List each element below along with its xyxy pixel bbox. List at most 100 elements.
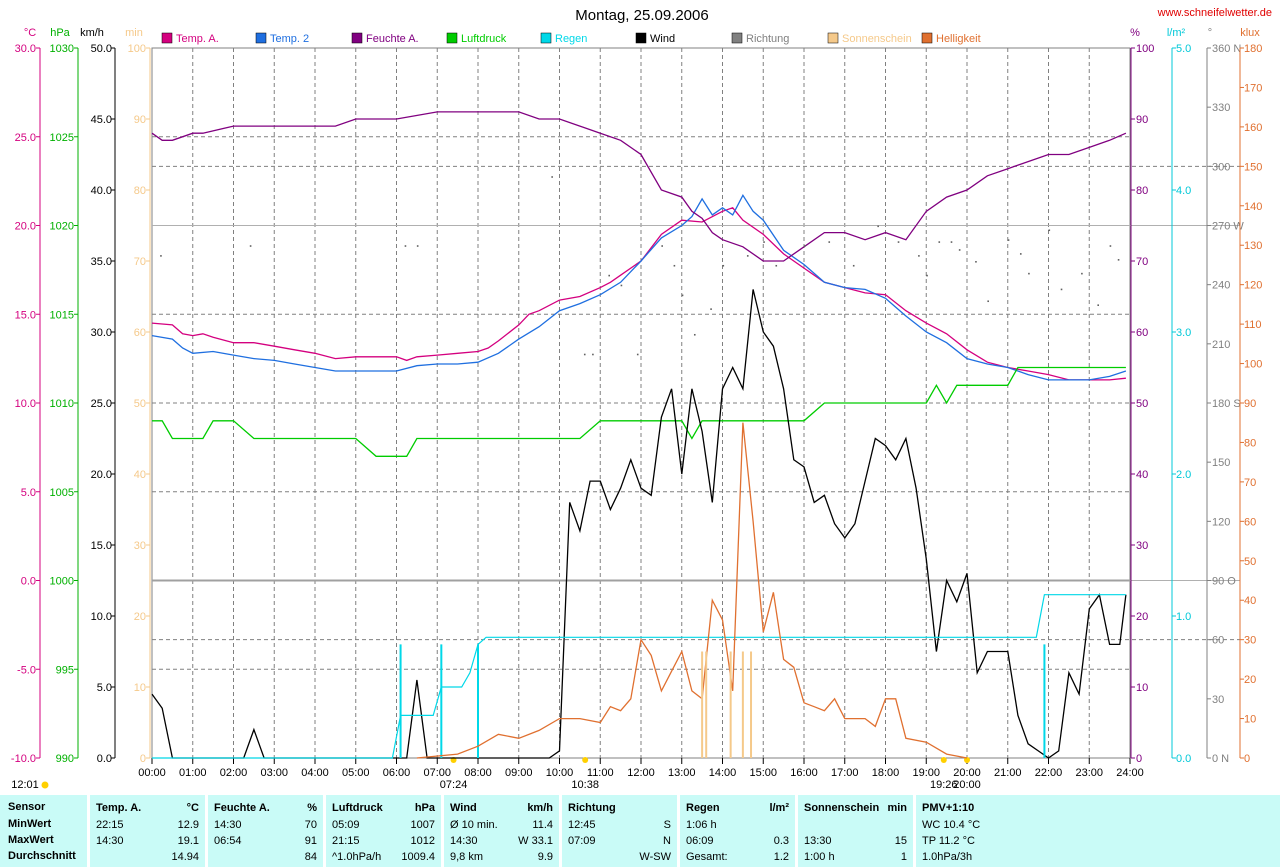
cell-label: 13:30	[804, 835, 832, 847]
table-separator	[677, 795, 680, 867]
light-tick-label: 140	[1244, 201, 1262, 213]
table-separator	[795, 795, 798, 867]
direction-tick-label: 150	[1212, 457, 1230, 469]
table-row: 06:54 91	[208, 834, 323, 848]
light-tick-label: 50	[1244, 556, 1256, 568]
x-tick-label: 18:00	[872, 767, 900, 779]
direction-tick-label: 360 N	[1212, 43, 1241, 55]
direction-tick-label: 60	[1212, 635, 1224, 647]
light-tick-label: 150	[1244, 161, 1262, 173]
cell-label: 12:45	[568, 819, 596, 831]
temp-tick-label: -5.0	[17, 664, 36, 676]
pressure-tick-label: 1030	[50, 43, 74, 55]
temp-a-line	[151, 207, 1126, 381]
column-title: Temp. A.	[96, 802, 142, 814]
temp-tick-label: 25.0	[15, 132, 36, 144]
table-row: 1:00 h 1	[798, 850, 913, 864]
sun-tick-label: 60	[134, 327, 146, 339]
direction-point	[673, 264, 676, 267]
direction-point	[975, 261, 977, 263]
direction-point	[1081, 272, 1083, 275]
light-tick-label: 0	[1244, 753, 1250, 765]
cell-value: W 33.1	[518, 835, 553, 847]
table-separator	[87, 795, 90, 867]
humidity-tick-label: 90	[1136, 114, 1148, 126]
temp-tick-label: 20.0	[15, 221, 36, 233]
rain-line	[152, 594, 1126, 759]
table-header: Richtung	[562, 801, 677, 815]
direction-point	[918, 255, 920, 257]
legend-swatch	[921, 32, 933, 44]
direction-point	[938, 241, 941, 243]
table-column: Sonnenschein min 13:30 15 1:00 h 1	[798, 795, 913, 867]
direction-point	[1060, 288, 1063, 291]
table-separator	[441, 795, 444, 867]
cell-label: 07:09	[568, 835, 596, 847]
direction-point	[926, 274, 928, 277]
temp-tick-label: 0.0	[21, 576, 36, 588]
rain-tick-label: 4.0	[1176, 185, 1191, 197]
cell-value: N	[663, 835, 671, 847]
x-tick-label: 03:00	[260, 767, 288, 779]
pressure-tick-label: 1010	[50, 398, 74, 410]
pressure-tick-label: 1025	[50, 132, 74, 144]
column-title: Sonnenschein	[804, 802, 880, 814]
table-row: 1:06 h	[680, 818, 795, 832]
cell-value: 14.94	[171, 851, 199, 863]
row-label: MinWert	[8, 818, 52, 830]
humidity-tick-label: 0	[1136, 753, 1142, 765]
light-tick-label: 80	[1244, 437, 1256, 449]
chart-title: Montag, 25.09.2006	[575, 7, 708, 24]
cell-label: 9,8 km	[450, 851, 484, 863]
site-link[interactable]: www.schneifelwetter.de	[1157, 7, 1272, 19]
cell-value: 1	[900, 851, 907, 863]
legend-label: Temp. A.	[176, 33, 219, 45]
temp-2line	[151, 194, 1127, 381]
table-row: 12:45 S	[562, 818, 677, 832]
temp-tick-label: 15.0	[15, 309, 36, 321]
light-tick-label: 70	[1244, 477, 1256, 489]
cell-label: 1:00 h	[804, 851, 835, 863]
table-row: WC 10.4 °C	[916, 818, 1036, 832]
sun-tick-label: 90	[134, 114, 146, 126]
cell-label: 06:09	[686, 835, 714, 847]
table-separator	[205, 795, 208, 867]
legend-label: Richtung	[746, 33, 789, 45]
direction-tick-label: 210	[1212, 339, 1230, 351]
column-title: Richtung	[568, 802, 616, 814]
column-unit: l/m²	[769, 802, 789, 814]
direction-point	[551, 176, 553, 178]
sun-marker	[41, 781, 49, 789]
column-unit: %	[307, 802, 317, 814]
cell-label: 21:15	[332, 835, 360, 847]
row-label: MaxWert	[8, 834, 54, 846]
light-tick-label: 40	[1244, 595, 1256, 607]
x-tick-label: 08:00	[464, 767, 492, 779]
rain-tick-label: 1.0	[1176, 611, 1191, 623]
x-tick-label: 04:00	[301, 767, 329, 779]
direction-point	[897, 241, 900, 243]
x-tick-label: 13:00	[668, 767, 696, 779]
cell-label: 05:09	[332, 819, 360, 831]
x-tick-label: 14:00	[709, 767, 737, 779]
table-row: 07:09 N	[562, 834, 677, 848]
x-tick-label: 10:00	[546, 767, 574, 779]
legend-label: Regen	[555, 33, 587, 45]
legend-swatch	[255, 32, 267, 44]
direction-point	[1097, 304, 1099, 306]
sun-tick-label: 80	[134, 185, 146, 197]
column-unit: hPa	[414, 802, 435, 814]
legend-label: Wind	[650, 33, 675, 45]
cell-label: 14:30	[214, 819, 242, 831]
table-row: Ø 10 min. 11.4	[444, 818, 559, 832]
direction-tick-label: 30	[1212, 694, 1224, 706]
cell-label: TP 11.2 °C	[922, 835, 975, 847]
cell-value: 0.3	[773, 835, 789, 847]
cell-label: ^1.0hPa/h	[332, 851, 382, 863]
chart-grid	[151, 47, 1240, 759]
weather-chart: 30.025.020.015.010.05.00.0-5.0-10.0°C103…	[11, 7, 1272, 791]
wind-tick-label: 0.0	[97, 753, 112, 765]
legend-label: Luftdruck	[461, 33, 507, 45]
pressure-tick-label: 990	[56, 753, 74, 765]
x-tick-label: 06:00	[383, 767, 411, 779]
